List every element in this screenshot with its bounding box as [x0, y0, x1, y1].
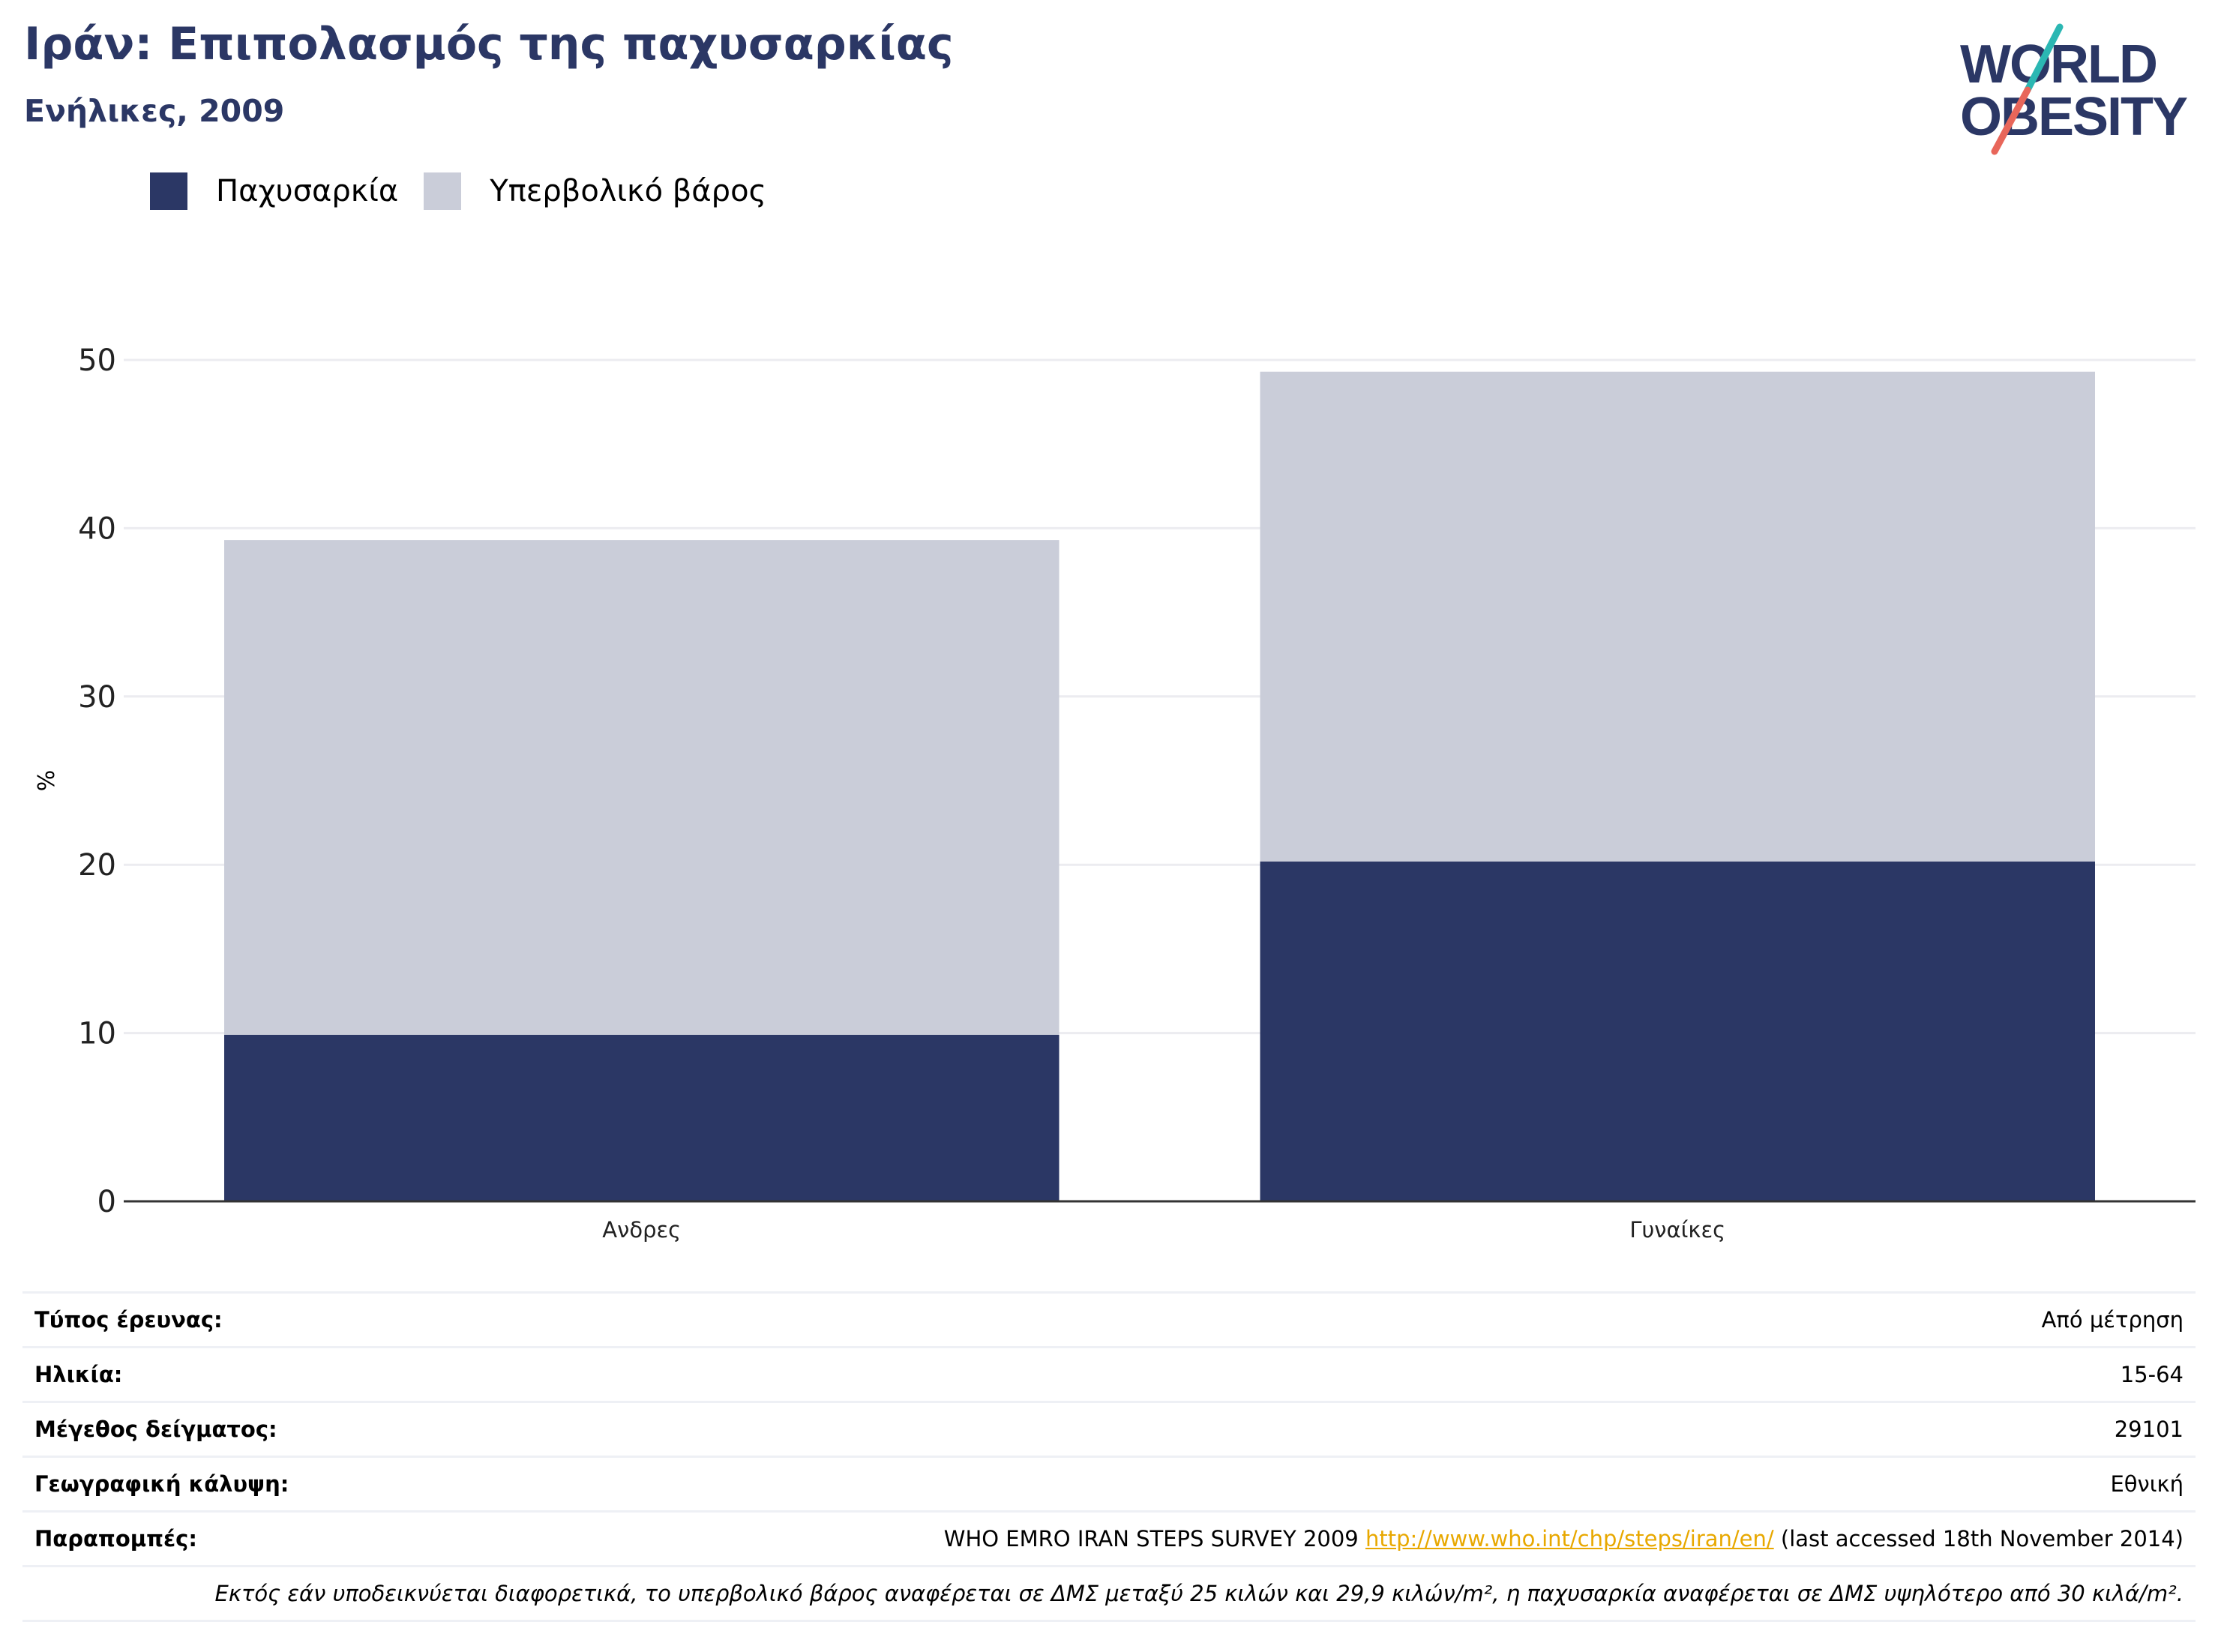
bar-overweight-1 [224, 540, 1060, 1035]
info-value-survey-type: Από μέτρηση [2041, 1307, 2184, 1333]
x-tick-label-2: Γυναίκες [1629, 1217, 1725, 1243]
reference-accessed: (last accessed 18th November 2014) [1773, 1526, 2184, 1552]
logo-slash-teal [2024, 23, 2064, 94]
logo-slash-coral [1991, 86, 2031, 155]
y-tick-label-40: 40 [78, 511, 116, 546]
info-value-age: 15-64 [2120, 1362, 2184, 1387]
info-value-coverage: Εθνική [2110, 1471, 2184, 1497]
legend-label-overweight: Υπερβολικό βάρος [490, 174, 767, 208]
y-tick-label-20: 20 [78, 848, 116, 883]
info-footnote: Εκτός εάν υποδεικνύεται διαφορετικά, το … [22, 1565, 2196, 1622]
legend-swatch-obesity [150, 172, 187, 210]
info-label-references: Παραπομπές: [34, 1526, 197, 1552]
info-label-survey-type: Τύπος έρευνας: [34, 1307, 223, 1333]
info-row-age: Ηλικία: 15-64 [22, 1346, 2196, 1401]
info-label-sample-size: Μέγεθος δείγματος: [34, 1417, 277, 1442]
y-tick-label-30: 30 [78, 680, 116, 715]
legend-swatch-overweight [424, 172, 462, 210]
y-tick-label-0: 0 [97, 1185, 116, 1219]
logo-line1: WORLD [1960, 34, 2157, 94]
info-label-age: Ηλικία: [34, 1362, 123, 1387]
chart-title: Ιράν: Επιπολασμός της παχυσαρκίας [24, 18, 954, 70]
info-row-sample-size: Μέγεθος δείγματος: 29101 [22, 1401, 2196, 1456]
bar-overweight-2 [1260, 371, 2095, 862]
x-tick-label-1: Ανδρες [602, 1217, 681, 1243]
legend-item-obesity: Παχυσαρκία [150, 172, 398, 210]
bar-obesity-2 [1260, 861, 2095, 1201]
y-tick-label-50: 50 [78, 343, 116, 378]
bar-obesity-1 [224, 1034, 1060, 1201]
info-value-sample-size: 29101 [2114, 1417, 2184, 1442]
legend-item-overweight: Υπερβολικό βάρος [424, 172, 766, 210]
world-obesity-logo: WORLD OBESITY [1960, 23, 2189, 155]
footnote-text: Εκτός εάν υποδεικνύεται διαφορετικά, το … [214, 1581, 2184, 1606]
info-row-coverage: Γεωγραφική κάλυψη: Εθνική [22, 1456, 2196, 1510]
info-row-survey-type: Τύπος έρευνας: Από μέτρηση [22, 1291, 2196, 1346]
chart-subtitle: Ενήλικες, 2009 [24, 93, 285, 129]
stacked-bar-chart: 0 10 20 30 40 50% Ανδρες Γυναίκες [34, 343, 2196, 1243]
survey-info-table: Τύπος έρευνας: Από μέτρηση Ηλικία: 15-64… [22, 1291, 2196, 1622]
y-tick-label-10: 10 [78, 1017, 116, 1051]
info-row-references: Παραπομπές: WHO EMRO IRAN STEPS SURVEY 2… [22, 1510, 2196, 1565]
legend-label-obesity: Παχυσαρκία [216, 174, 399, 208]
logo-line2: OBESITY [1960, 87, 2187, 147]
reference-text: WHO EMRO IRAN STEPS SURVEY 2009 [943, 1526, 1365, 1552]
y-axis-label: % [34, 770, 60, 792]
reference-link[interactable]: http://www.who.int/chp/steps/iran/en/ [1365, 1526, 1774, 1552]
legend: Παχυσαρκία Υπερβολικό βάρος [150, 172, 792, 210]
info-value-references: WHO EMRO IRAN STEPS SURVEY 2009 http://w… [944, 1526, 2184, 1552]
info-label-coverage: Γεωγραφική κάλυψη: [34, 1471, 289, 1497]
